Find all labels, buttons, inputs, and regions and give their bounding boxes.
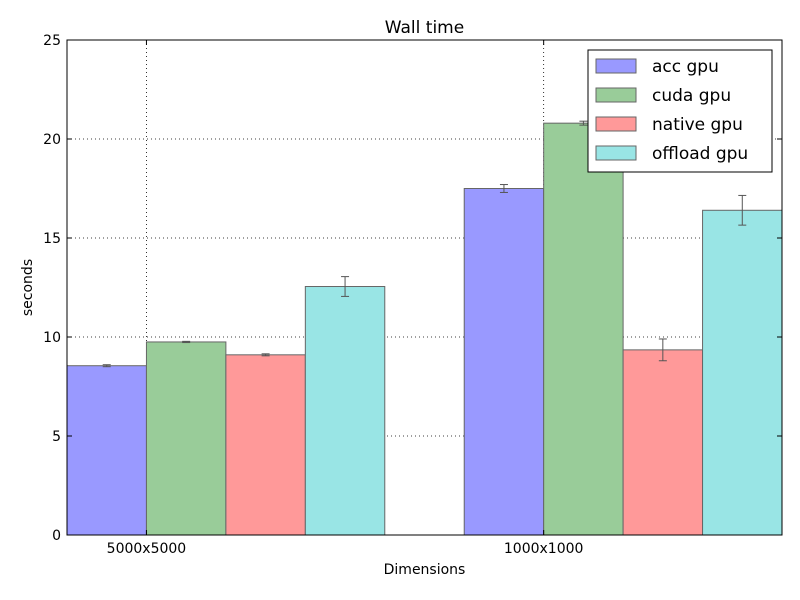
plot-frame <box>66 39 783 536</box>
x-tick-label: 1000x1000 <box>504 541 584 557</box>
bar <box>145 341 227 536</box>
x-axis-ticks: 5000x5000 1000x1000 <box>107 40 584 557</box>
y-axis-ticks: 0 5 10 15 20 25 <box>43 33 782 544</box>
x-tick-label: 5000x5000 <box>107 541 187 557</box>
legend-label: offload gpu <box>652 144 748 164</box>
y-tick-label: 15 <box>43 231 61 247</box>
legend-swatch <box>595 87 637 103</box>
y-axis-label: seconds <box>20 259 36 316</box>
bar <box>463 188 545 536</box>
bars <box>66 122 783 536</box>
y-tick-label: 25 <box>43 33 61 49</box>
y-tick-label: 0 <box>52 528 61 544</box>
legend-swatch <box>595 58 637 74</box>
bar <box>702 209 783 536</box>
chart-title: Wall time <box>385 18 464 38</box>
legend-swatch <box>595 145 637 161</box>
legend-label: acc gpu <box>652 57 719 77</box>
x-axis-label: Dimensions <box>384 562 466 578</box>
y-tick-label: 20 <box>43 132 61 148</box>
y-tick-label: 10 <box>43 330 61 346</box>
bar <box>304 286 386 536</box>
legend-label: cuda gpu <box>652 86 731 106</box>
bar <box>225 354 306 536</box>
bar <box>622 349 704 536</box>
y-tick-label: 5 <box>52 429 61 445</box>
error-bars <box>102 120 747 368</box>
legend-label: native gpu <box>652 115 743 135</box>
legend: acc gpu cuda gpu native gpu offload gpu <box>587 49 773 173</box>
legend-swatch <box>595 116 637 132</box>
bar <box>543 122 624 536</box>
bar <box>66 365 147 536</box>
